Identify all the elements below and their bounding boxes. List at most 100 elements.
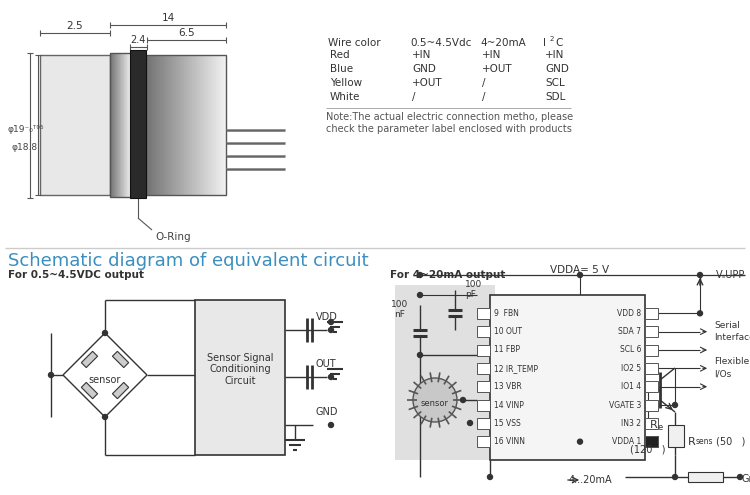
Bar	[175, 55, 176, 195]
Bar	[130, 50, 146, 198]
Bar	[110, 53, 112, 197]
Bar	[477, 326, 490, 337]
Circle shape	[673, 402, 677, 407]
Polygon shape	[81, 383, 98, 398]
Text: +OUT: +OUT	[482, 64, 513, 74]
Bar	[645, 381, 658, 392]
Bar	[148, 55, 149, 195]
Bar	[179, 55, 182, 195]
Bar	[173, 55, 175, 195]
Text: 10 OUT: 10 OUT	[494, 327, 522, 336]
Text: 14: 14	[161, 13, 175, 23]
Bar	[121, 53, 122, 197]
Bar	[223, 55, 224, 195]
Bar	[197, 55, 199, 195]
Text: 11 FBP: 11 FBP	[494, 346, 520, 354]
Bar	[116, 53, 118, 197]
Text: Blue: Blue	[330, 64, 353, 74]
Text: VDDA 1: VDDA 1	[612, 437, 641, 446]
Text: Wire color: Wire color	[328, 38, 380, 48]
Polygon shape	[112, 351, 129, 368]
Bar	[152, 55, 154, 195]
Text: sens: sens	[696, 437, 713, 446]
Text: VGATE 3: VGATE 3	[609, 400, 641, 409]
Bar	[477, 399, 490, 410]
Bar	[189, 55, 191, 195]
Bar	[159, 55, 160, 195]
Text: Yellow: Yellow	[330, 78, 362, 88]
Text: 12 IR_TEMP: 12 IR_TEMP	[494, 364, 538, 373]
Bar	[645, 308, 658, 319]
Text: Schematic diagram of equivalent circuit: Schematic diagram of equivalent circuit	[8, 252, 369, 270]
Text: C: C	[555, 38, 562, 48]
Text: IO1 4: IO1 4	[621, 382, 641, 391]
Bar	[645, 436, 658, 447]
Bar	[182, 55, 183, 195]
Circle shape	[418, 352, 422, 357]
Circle shape	[328, 423, 334, 428]
Bar	[119, 53, 120, 197]
Text: IO2 5: IO2 5	[621, 364, 641, 373]
Bar	[668, 425, 684, 447]
Bar	[477, 363, 490, 374]
Bar	[129, 53, 130, 197]
Bar	[200, 55, 202, 195]
Bar	[155, 55, 158, 195]
Text: e: e	[658, 423, 663, 432]
Circle shape	[673, 475, 677, 480]
Bar	[490, 295, 645, 460]
Bar	[122, 53, 124, 197]
Bar	[114, 53, 115, 197]
Bar	[184, 55, 186, 195]
Text: check the parameter label enclosed with products: check the parameter label enclosed with …	[326, 124, 572, 134]
Text: SCL: SCL	[545, 78, 565, 88]
Polygon shape	[81, 351, 98, 368]
Bar	[202, 55, 204, 195]
Bar	[128, 53, 130, 197]
Bar	[172, 55, 173, 195]
Text: (50   ): (50 )	[716, 437, 746, 447]
Text: IN3 2: IN3 2	[621, 419, 641, 428]
Text: 0.5~4.5Vdc: 0.5~4.5Vdc	[410, 38, 471, 48]
Bar	[169, 55, 170, 195]
Circle shape	[328, 319, 334, 325]
Bar	[164, 55, 166, 195]
Circle shape	[328, 375, 334, 380]
Circle shape	[460, 397, 466, 402]
Bar	[207, 55, 209, 195]
Bar	[113, 53, 114, 197]
Bar	[220, 55, 221, 195]
Bar	[127, 53, 128, 197]
Text: O-Ring: O-Ring	[155, 232, 190, 242]
Bar	[122, 53, 123, 197]
Text: 13 VBR: 13 VBR	[494, 382, 522, 391]
Bar	[170, 55, 172, 195]
Bar	[645, 326, 658, 337]
Bar	[124, 53, 125, 197]
Text: 100
nF: 100 nF	[392, 300, 409, 319]
Text: +IN: +IN	[482, 50, 501, 60]
Bar	[111, 53, 112, 197]
Bar	[645, 418, 658, 429]
Circle shape	[698, 273, 703, 278]
Bar	[195, 300, 285, 455]
Bar	[176, 55, 178, 195]
Bar	[477, 381, 490, 392]
Bar	[477, 436, 490, 447]
Text: +IN: +IN	[545, 50, 564, 60]
Bar	[645, 399, 658, 410]
Bar	[158, 55, 159, 195]
Text: VDD 8: VDD 8	[616, 309, 641, 318]
Bar	[183, 55, 184, 195]
Bar	[113, 53, 115, 197]
Text: Note:The actual electric connection metho, please: Note:The actual electric connection meth…	[326, 112, 573, 122]
Bar	[188, 55, 190, 195]
Text: 15 VSS: 15 VSS	[494, 419, 520, 428]
Circle shape	[418, 273, 422, 278]
Bar	[126, 53, 127, 197]
Text: /: /	[482, 92, 485, 102]
Bar	[149, 55, 151, 195]
Text: 4~20mA: 4~20mA	[480, 38, 526, 48]
Bar	[209, 55, 210, 195]
Text: VₛUPP: VₛUPP	[716, 270, 745, 280]
